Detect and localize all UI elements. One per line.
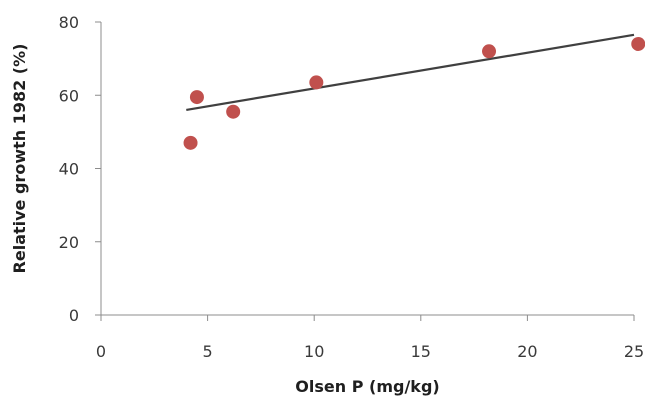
- y-tick-label: 60: [59, 86, 79, 105]
- y-tick-labels: 0 20 40 60 80: [59, 13, 101, 325]
- data-point: [226, 104, 241, 119]
- x-tick-label: 0: [96, 342, 106, 361]
- trendline: [186, 33, 635, 111]
- y-tick-label: 20: [59, 233, 79, 252]
- y-axis: 0 20 40 60 80: [59, 13, 102, 325]
- data-point: [631, 36, 645, 51]
- y-tick-label: 40: [59, 160, 79, 179]
- x-tick-label: 25: [624, 342, 644, 361]
- data-point: [189, 90, 204, 105]
- data-point: [309, 75, 324, 90]
- y-tick-label: 80: [59, 13, 79, 32]
- data-point: [183, 135, 198, 150]
- x-axis-title: Olsen P (mg/kg): [295, 377, 439, 396]
- x-tick-label: 5: [203, 342, 213, 361]
- x-tick-label: 15: [411, 342, 431, 361]
- data-points: [183, 36, 645, 150]
- y-axis-title: Relative growth 1982 (%): [10, 44, 29, 274]
- y-tick-label: 0: [69, 306, 79, 325]
- x-tick-labels: 0 5 10 15 20 25: [96, 315, 644, 361]
- x-axis: 0 5 10 15 20 25: [95, 314, 644, 361]
- x-tick-label: 20: [517, 342, 537, 361]
- x-tick-label: 10: [304, 342, 324, 361]
- data-point: [482, 44, 497, 59]
